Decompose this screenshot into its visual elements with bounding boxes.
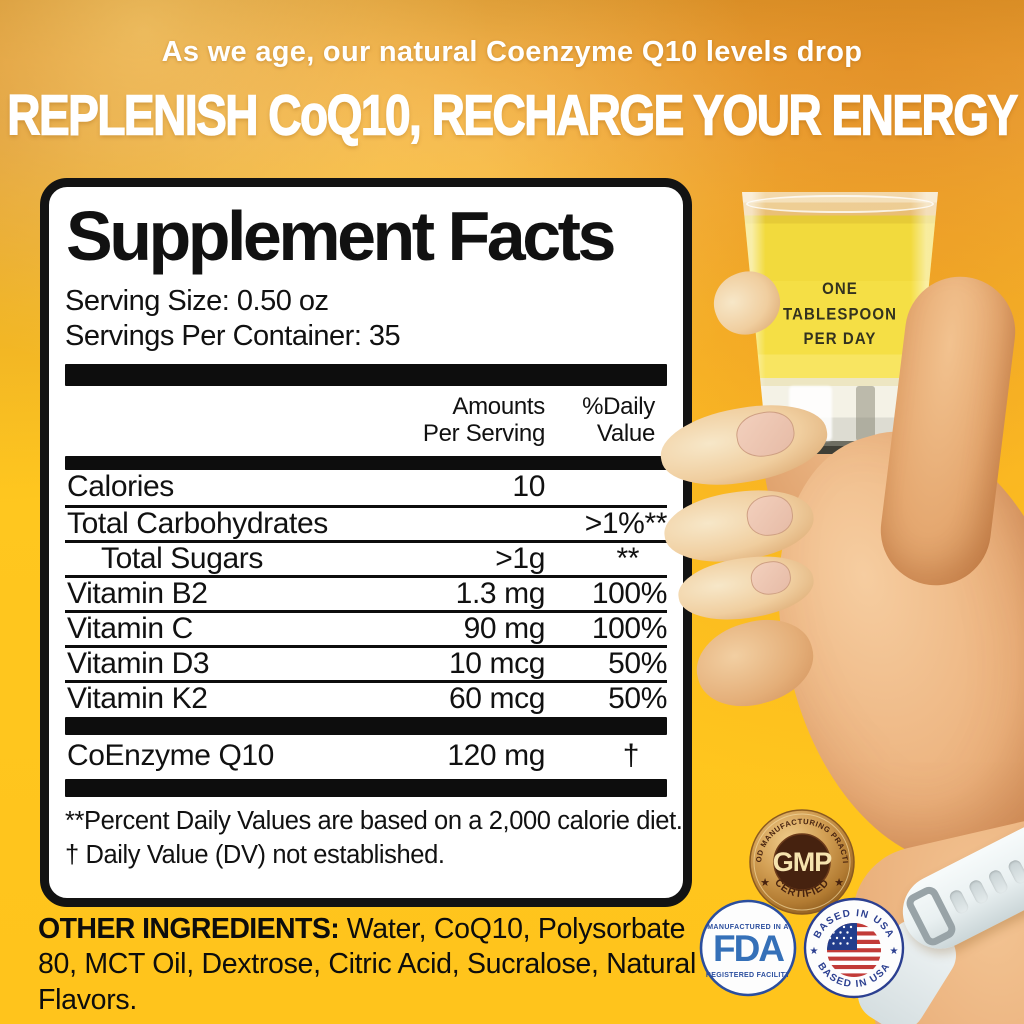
header-tagline: As we age, our natural Coenzyme Q10 leve… <box>161 36 863 68</box>
gmp-star-right: ★ <box>834 877 844 889</box>
divider-bar <box>65 716 667 735</box>
nutrient-row-vitamin-d3: Vitamin D3 10 mcg 50% <box>65 644 667 680</box>
based-in-usa-badge-icon: BASED IN USA BASED IN USA ★ ★ <box>803 897 905 999</box>
nutrient-table: Calories 10 Total Carbohydrates >1%** To… <box>65 470 667 715</box>
fingernail <box>733 407 798 461</box>
footnotes: **Percent Daily Values are based on a 2,… <box>65 806 683 869</box>
glass-dosage-text: ONE TABLESPOON PER DAY <box>782 279 898 349</box>
fda-line-bottom: REGISTERED FACILITY <box>706 972 790 979</box>
other-ingredients: OTHER INGREDIENTS: Water, CoQ10, Polysor… <box>38 912 700 1018</box>
fda-line-top: MANUFACTURED IN A <box>707 924 789 931</box>
nutrient-row-coq10: CoEnzyme Q10 120 mg † <box>67 738 639 772</box>
glass-rim <box>745 194 935 213</box>
us-flag-icon <box>827 923 881 977</box>
col-amounts-header: Amounts Per Serving <box>422 392 545 447</box>
usa-star-right: ★ <box>890 946 899 957</box>
col-dv-header: %Daily Value <box>582 392 655 447</box>
fingernail <box>748 558 793 598</box>
nutrient-row-sugars: Total Sugars >1g ** <box>65 539 667 575</box>
gmp-star-left: ★ <box>760 877 770 889</box>
gmp-center: GMP <box>773 847 832 877</box>
nutrient-row-carbohydrates: Total Carbohydrates >1%** <box>65 504 667 540</box>
serving-size: Serving Size: 0.50 oz <box>65 284 329 317</box>
other-ingredients-list: Water, CoQ10, Polysorbate 80, MCT Oil, D… <box>38 913 696 1016</box>
header-headline: REPLENISH CoQ10, RECHARGE YOUR ENERGY <box>7 82 1019 147</box>
usa-star-left: ★ <box>810 946 819 957</box>
servings-per-container: Servings Per Container: 35 <box>65 320 401 353</box>
divider-bar <box>65 455 667 470</box>
divider-bar <box>65 778 667 797</box>
nutrient-row-vitamin-k2: Vitamin K2 60 mcg 50% <box>65 679 667 715</box>
supplement-facts-panel: Supplement Facts Serving Size: 0.50 oz S… <box>40 178 692 907</box>
panel-title: Supplement Facts <box>66 197 616 275</box>
divider-bar <box>65 363 667 386</box>
fingernail <box>744 492 796 539</box>
column-headers: Amounts Per Serving %Daily Value <box>65 386 667 452</box>
nutrient-row-vitamin-c: Vitamin C 90 mg 100% <box>65 609 667 645</box>
gmp-certified-badge-icon: GOOD MANUFACTURING PRACTICE GMP CERTIFIE… <box>749 809 855 915</box>
nutrient-row-vitamin-b2: Vitamin B2 1.3 mg 100% <box>65 574 667 610</box>
other-ingredients-label: OTHER INGREDIENTS: <box>38 913 340 945</box>
nutrient-row-calories: Calories 10 <box>67 470 545 504</box>
fda-registered-facility-badge-icon: MANUFACTURED IN A FDA REGISTERED FACILIT… <box>699 899 797 997</box>
fda-center: FDA <box>713 928 784 969</box>
